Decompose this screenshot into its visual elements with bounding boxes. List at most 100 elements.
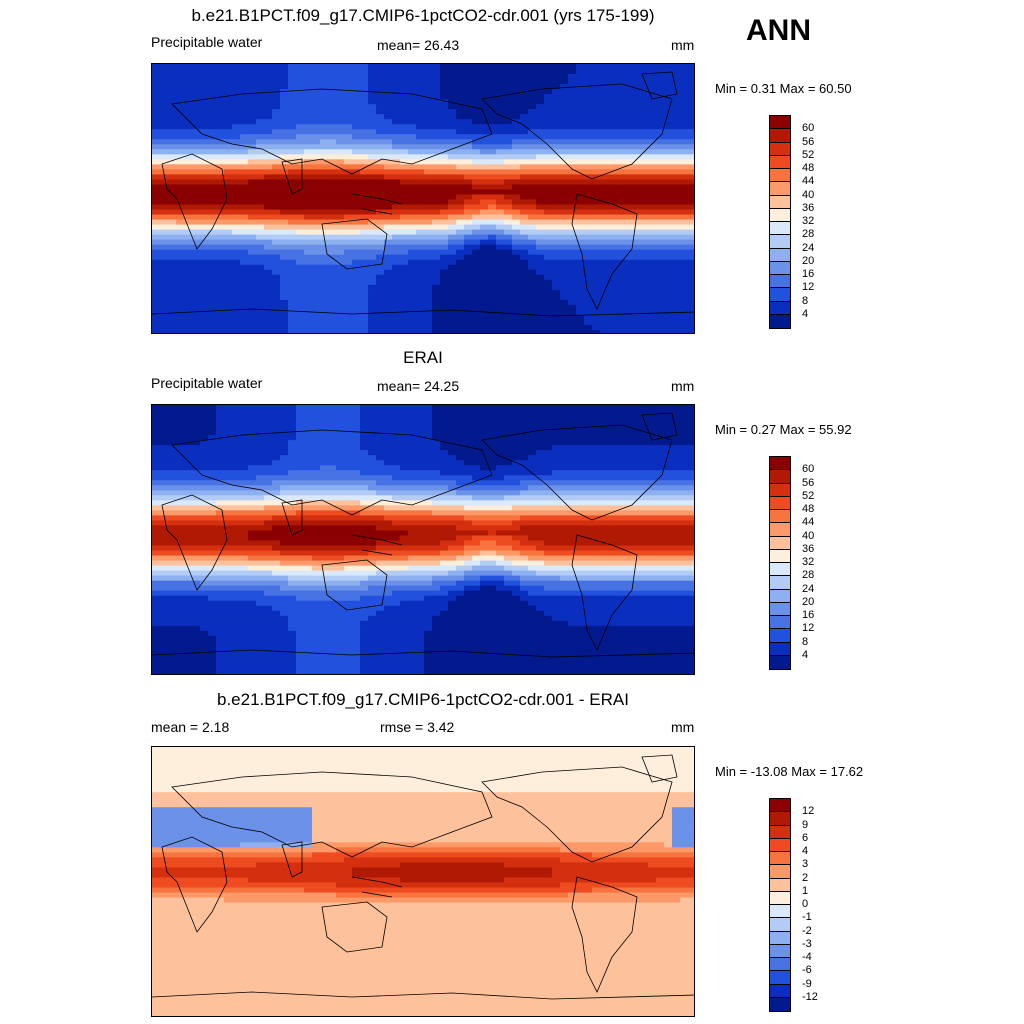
colorbar-tick-label: 4 — [802, 307, 809, 320]
colorbar-segment — [770, 483, 790, 497]
coastlines — [152, 71, 694, 317]
colorbar-segment — [770, 275, 790, 289]
panel1-colorbar — [769, 115, 791, 329]
colorbar-tick-label: 60 — [802, 463, 815, 476]
colorbar-tick-label: 6 — [802, 831, 809, 844]
colorbar-tick-label: 24 — [802, 582, 815, 595]
colorbar-tick-label: 28 — [802, 228, 815, 241]
colorbar-segment — [770, 523, 790, 537]
coastlines — [152, 412, 694, 658]
colorbar-segment — [770, 997, 790, 1011]
colorbar-tick-label: 12 — [802, 622, 815, 635]
colorbar-segment — [770, 549, 790, 563]
colorbar-tick-label: 28 — [802, 569, 815, 582]
colorbar-segment — [770, 314, 790, 328]
panel3-mean-label: mean = 2.18 — [151, 719, 230, 735]
colorbar-segment — [770, 470, 790, 484]
colorbar-tick-label: 4 — [802, 845, 809, 857]
colorbar-tick-label: -9 — [802, 977, 812, 990]
colorbar-segment — [770, 129, 790, 143]
colorbar-segment — [770, 155, 790, 169]
panel2-units-label: mm — [671, 378, 695, 394]
colorbar-tick-label: 56 — [802, 135, 815, 148]
colorbar-segment — [770, 958, 790, 972]
colorbar-segment — [770, 222, 790, 236]
colorbar-tick-label: -1 — [802, 911, 812, 924]
colorbar-tick-label: 16 — [802, 609, 815, 621]
colorbar-segment — [770, 971, 790, 985]
colorbar-segment — [770, 878, 790, 892]
colorbar-segment — [770, 142, 790, 156]
colorbar-tick-label: 48 — [802, 162, 815, 174]
panel1-mean-label: mean= 26.43 — [377, 37, 460, 53]
colorbar-segment — [770, 905, 790, 919]
map-field — [152, 405, 694, 674]
panel1-map — [151, 63, 695, 334]
panel3-minmax: Min = -13.08 Max = 17.62 — [715, 764, 864, 779]
panel2-variable-label: Precipitable water — [151, 375, 263, 391]
colorbar-tick-label: 12 — [802, 281, 815, 294]
colorbar-tick-label: 20 — [802, 254, 815, 267]
colorbar-tick-label: 8 — [802, 294, 809, 307]
colorbar-tick-label: 16 — [802, 268, 815, 280]
colorbar-tick-label: 8 — [802, 635, 809, 648]
colorbar-segment — [770, 799, 790, 813]
colorbar-tick-label: 12 — [802, 805, 815, 818]
colorbar-segment — [770, 576, 790, 590]
colorbar-segment — [770, 891, 790, 905]
colorbar-segment — [770, 116, 790, 130]
panel2-minmax: Min = 0.27 Max = 55.92 — [715, 422, 852, 437]
panel2-map — [151, 404, 695, 675]
panel1-map-svg — [152, 64, 694, 333]
colorbar-segment — [770, 655, 790, 669]
colorbar-segment — [770, 825, 790, 839]
colorbar-segment — [770, 865, 790, 879]
colorbar-tick-label: 40 — [802, 188, 815, 201]
colorbar-tick-label: 48 — [802, 503, 815, 515]
panel2-colorbar — [769, 456, 791, 670]
colorbar-segment — [770, 616, 790, 630]
colorbar-segment — [770, 838, 790, 852]
colorbar-segment — [770, 195, 790, 209]
map-field — [152, 64, 694, 333]
colorbar-segment — [770, 208, 790, 222]
colorbar-segment — [770, 169, 790, 183]
panel3-map-svg — [152, 747, 694, 1016]
colorbar-segment — [770, 301, 790, 315]
panel1-title: b.e21.B1PCT.f09_g17.CMIP6-1pctCO2-cdr.00… — [191, 6, 655, 25]
colorbar-segment — [770, 536, 790, 550]
colorbar-segment — [770, 812, 790, 826]
colorbar-tick-label: 3 — [802, 858, 809, 871]
colorbar-tick-label: 0 — [802, 898, 809, 910]
colorbar-tick-label: -12 — [802, 990, 818, 1003]
colorbar-tick-label: 4 — [802, 648, 809, 661]
colorbar-segment — [770, 918, 790, 932]
panel3-colorbar — [769, 798, 791, 1012]
colorbar-tick-label: -4 — [802, 951, 812, 963]
colorbar-segment — [770, 496, 790, 510]
colorbar-tick-label: 20 — [802, 595, 815, 608]
colorbar-segment — [770, 261, 790, 275]
colorbar-segment — [770, 629, 790, 643]
colorbar-tick-label: 36 — [802, 201, 815, 214]
colorbar-segment — [770, 563, 790, 577]
colorbar-tick-label: 32 — [802, 215, 815, 227]
colorbar-tick-label: 36 — [802, 542, 815, 555]
colorbar-tick-label: -6 — [802, 964, 812, 977]
colorbar-segment — [770, 248, 790, 262]
panel2-map-svg — [152, 405, 694, 674]
coastlines — [152, 754, 694, 1000]
colorbar-tick-label: 44 — [802, 516, 815, 529]
colorbar-tick-label: 24 — [802, 241, 815, 254]
colorbar-tick-label: -3 — [802, 937, 812, 950]
colorbar-tick-label: 2 — [802, 871, 809, 884]
colorbar-segment — [770, 984, 790, 998]
panel3-title: b.e21.B1PCT.f09_g17.CMIP6-1pctCO2-cdr.00… — [217, 690, 629, 709]
panel3-units-label: mm — [671, 719, 695, 735]
colorbar-segment — [770, 510, 790, 524]
colorbar-segment — [770, 288, 790, 302]
colorbar-segment — [770, 852, 790, 866]
map-field — [152, 747, 694, 1016]
colorbar-tick-label: 1 — [802, 884, 809, 897]
panel2-title: ERAI — [403, 348, 443, 367]
